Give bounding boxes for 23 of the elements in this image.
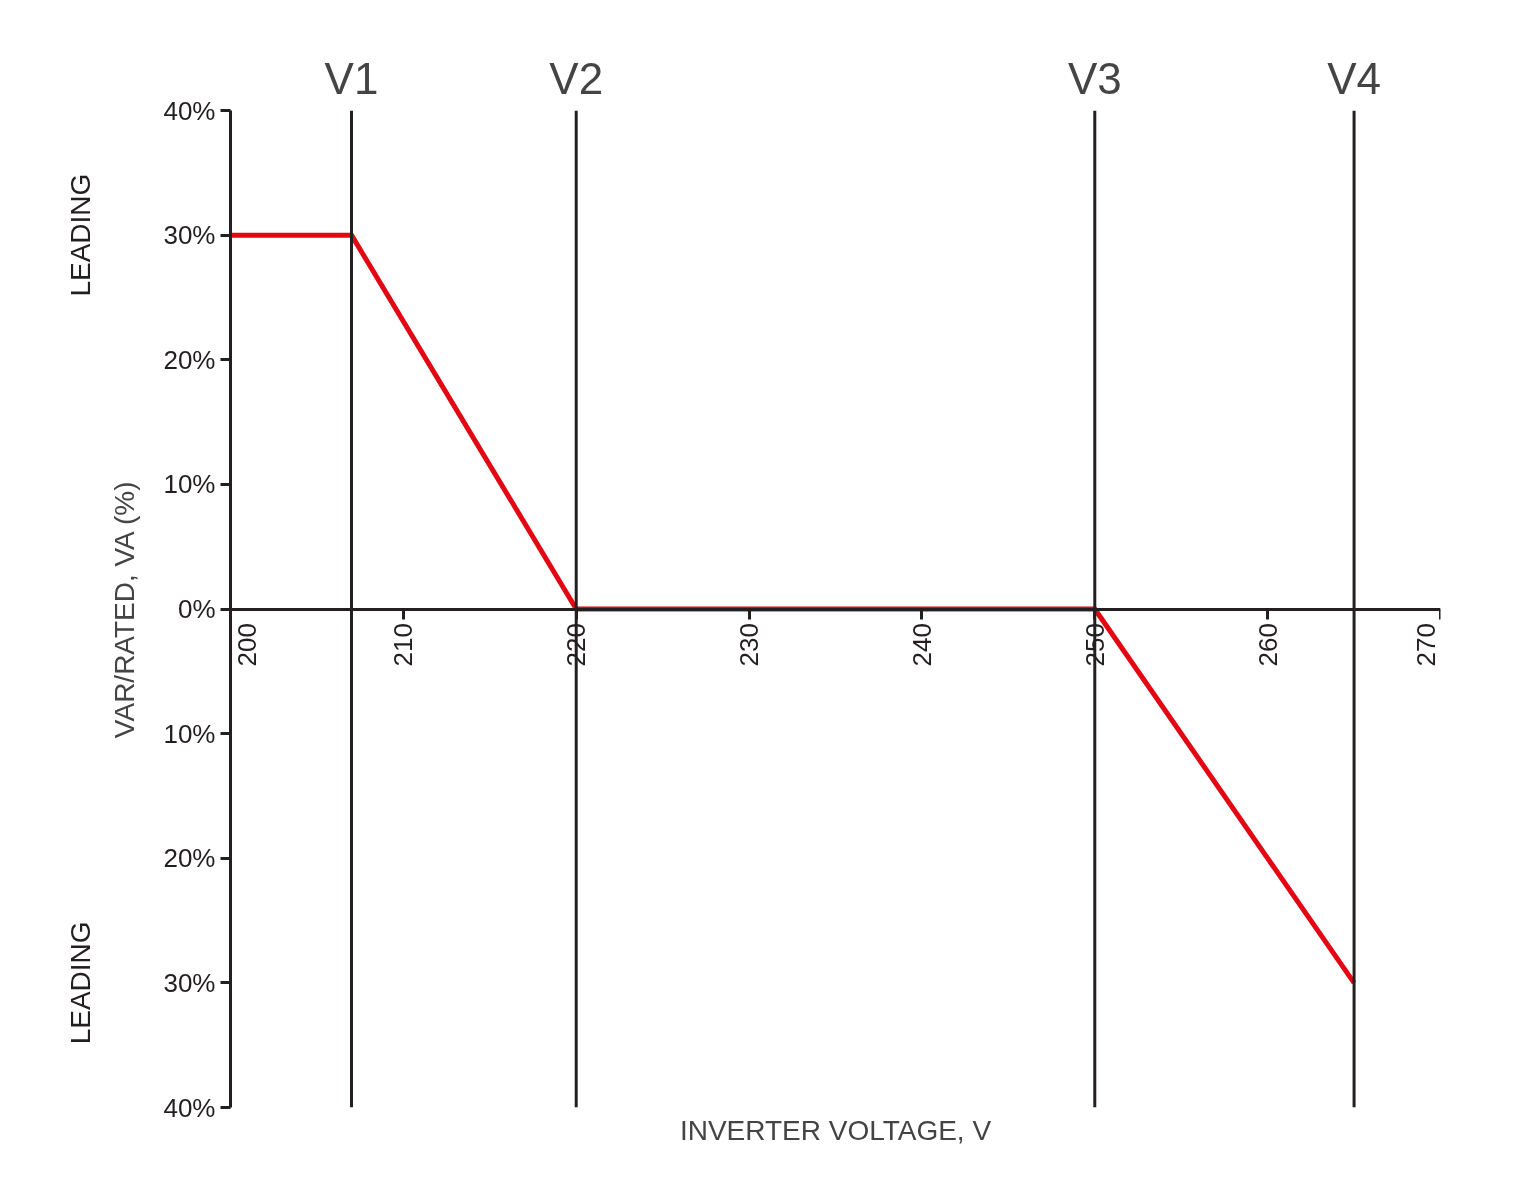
ref-line-label: V4 bbox=[1327, 53, 1381, 103]
x-tick-label: 200 bbox=[231, 622, 262, 667]
x-tick-label: 210 bbox=[388, 622, 419, 667]
x-axis-title: INVERTER VOLTAGE, V bbox=[679, 1114, 992, 1146]
text: LEADING bbox=[64, 921, 96, 1045]
y-tick-label: 10% bbox=[163, 718, 216, 749]
x-tick-label: 230 bbox=[734, 622, 765, 667]
x-tick-label: 270 bbox=[1410, 622, 1441, 667]
x-tick-label: 260 bbox=[1252, 622, 1283, 667]
ref-line-label: V1 bbox=[324, 53, 379, 103]
y-axis-title: VAR/RATED, VA (%) bbox=[109, 481, 141, 739]
x-tick-label: 240 bbox=[906, 622, 937, 667]
y-tick-label: 20% bbox=[163, 344, 216, 375]
y-tick-label: 30% bbox=[163, 220, 216, 251]
ref-line-label: V2 bbox=[549, 53, 604, 103]
y-tick-label: 40% bbox=[163, 1092, 216, 1123]
text: LEADING bbox=[64, 173, 96, 297]
y-tick-label: 20% bbox=[163, 843, 216, 874]
ref-line-label: V3 bbox=[1067, 53, 1122, 103]
y-tick-label: 0% bbox=[177, 594, 216, 624]
y-tick-label: 40% bbox=[163, 95, 216, 126]
y-tick-label: 10% bbox=[163, 469, 216, 500]
y-tick-label: 30% bbox=[163, 967, 216, 998]
